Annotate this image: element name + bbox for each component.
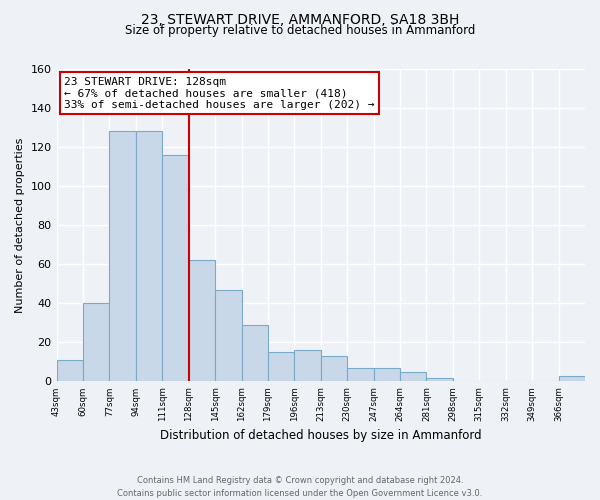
Bar [347,368,374,382]
Text: 23 STEWART DRIVE: 128sqm
← 67% of detached houses are smaller (418)
33% of semi-: 23 STEWART DRIVE: 128sqm ← 67% of detach… [64,77,375,110]
Bar [56,360,83,382]
Text: 23, STEWART DRIVE, AMMANFORD, SA18 3BH: 23, STEWART DRIVE, AMMANFORD, SA18 3BH [141,12,459,26]
Text: Contains HM Land Registry data © Crown copyright and database right 2024.
Contai: Contains HM Land Registry data © Crown c… [118,476,482,498]
Bar [268,352,295,382]
Text: Size of property relative to detached houses in Ammanford: Size of property relative to detached ho… [125,24,475,37]
Bar [215,290,242,382]
Bar [374,368,400,382]
X-axis label: Distribution of detached houses by size in Ammanford: Distribution of detached houses by size … [160,430,482,442]
Bar [109,132,136,382]
Bar [242,325,268,382]
Bar [321,356,347,382]
Bar [295,350,321,382]
Bar [400,372,427,382]
Bar [427,378,453,382]
Bar [162,155,188,382]
Bar [136,132,162,382]
Bar [83,304,109,382]
Bar [188,260,215,382]
Bar [559,376,585,382]
Y-axis label: Number of detached properties: Number of detached properties [15,138,25,313]
